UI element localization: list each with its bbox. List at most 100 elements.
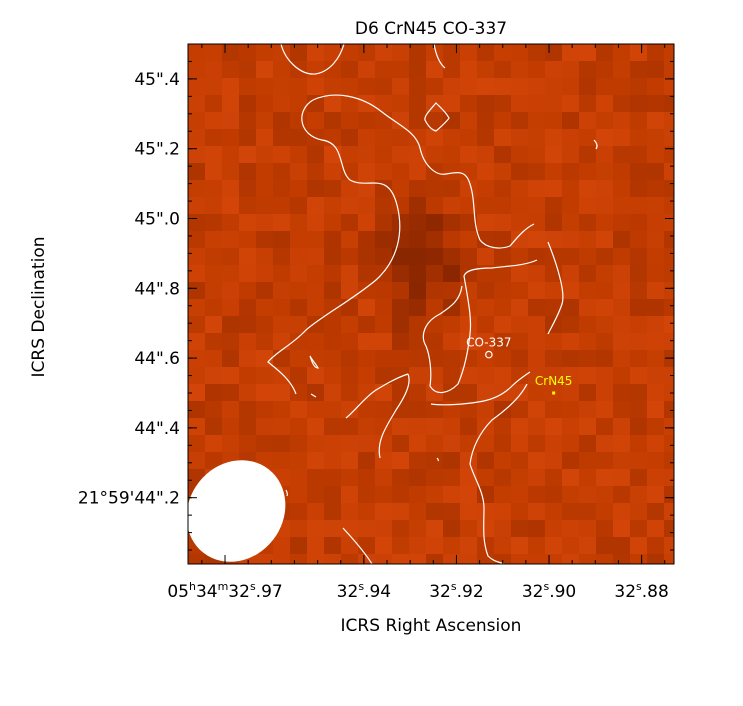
map-pixel	[443, 384, 460, 401]
map-pixel	[341, 299, 358, 316]
map-pixel	[222, 418, 239, 435]
map-pixel	[545, 520, 562, 537]
map-pixel	[562, 129, 579, 146]
map-pixel	[528, 180, 545, 197]
map-pixel	[664, 180, 674, 197]
map-pixel	[579, 435, 596, 452]
map-pixel	[443, 95, 460, 112]
map-pixel	[375, 367, 392, 384]
map-pixel	[341, 384, 358, 401]
map-pixel	[358, 503, 375, 520]
map-pixel	[647, 503, 664, 520]
map-pixel	[443, 418, 460, 435]
map-pixel	[579, 180, 596, 197]
x-tick-label: 05h34m32s.97	[167, 580, 282, 602]
map-pixel	[307, 265, 324, 282]
map-pixel	[409, 452, 426, 469]
map-pixel	[307, 112, 324, 129]
map-pixel	[630, 452, 647, 469]
map-pixel	[443, 435, 460, 452]
map-pixel	[256, 129, 273, 146]
map-pixel	[273, 401, 290, 418]
map-pixel	[409, 265, 426, 282]
map-pixel	[443, 486, 460, 503]
map-pixel	[630, 316, 647, 333]
map-pixel	[477, 112, 494, 129]
map-pixel	[392, 401, 409, 418]
map-pixel	[392, 503, 409, 520]
map-pixel	[664, 112, 674, 129]
map-pixel	[528, 367, 545, 384]
map-pixel	[392, 112, 409, 129]
map-pixel	[477, 520, 494, 537]
map-pixel	[596, 231, 613, 248]
map-pixel	[222, 95, 239, 112]
map-pixel	[273, 180, 290, 197]
map-pixel	[358, 265, 375, 282]
map-pixel	[426, 197, 443, 214]
map-pixel	[358, 163, 375, 180]
map-pixel	[273, 214, 290, 231]
map-pixel	[477, 163, 494, 180]
map-pixel	[409, 197, 426, 214]
map-pixel	[596, 44, 613, 61]
map-pixel	[324, 503, 341, 520]
map-pixel	[613, 231, 630, 248]
map-pixel	[290, 95, 307, 112]
map-pixel	[256, 401, 273, 418]
map-pixel	[494, 537, 511, 554]
y-tick-label: 44".4	[134, 419, 180, 439]
map-pixel	[358, 44, 375, 61]
map-pixel	[545, 214, 562, 231]
map-pixel	[256, 265, 273, 282]
map-pixel	[562, 520, 579, 537]
map-pixel	[290, 231, 307, 248]
map-pixel	[375, 316, 392, 333]
map-pixel	[205, 231, 222, 248]
map-pixel	[307, 197, 324, 214]
map-pixel	[664, 231, 674, 248]
map-pixel	[613, 452, 630, 469]
map-pixel	[324, 435, 341, 452]
map-pixel	[596, 486, 613, 503]
map-pixel	[256, 435, 273, 452]
map-pixel	[613, 503, 630, 520]
map-pixel	[290, 452, 307, 469]
map-pixel	[613, 554, 630, 564]
map-pixel	[528, 554, 545, 564]
map-pixel	[511, 486, 528, 503]
map-pixel	[664, 61, 674, 78]
map-pixel	[341, 248, 358, 265]
map-pixel	[256, 418, 273, 435]
map-pixel	[596, 537, 613, 554]
map-pixel	[528, 231, 545, 248]
y-axis: 21°59'44".2 44".4 44".6 44".8 45".0 45".2 45".…	[78, 43, 674, 551]
map-pixel	[256, 333, 273, 350]
map-pixel	[239, 282, 256, 299]
map-pixel	[273, 129, 290, 146]
map-pixel	[392, 78, 409, 95]
map-pixel	[205, 350, 222, 367]
map-pixel	[596, 163, 613, 180]
map-pixel	[647, 61, 664, 78]
map-pixel	[460, 350, 477, 367]
map-pixel	[358, 486, 375, 503]
map-pixel	[579, 112, 596, 129]
map-pixel	[205, 384, 222, 401]
map-pixel	[528, 452, 545, 469]
map-pixel	[239, 231, 256, 248]
map-pixel	[324, 282, 341, 299]
source-label: CO-337	[466, 336, 511, 350]
map-pixel	[426, 61, 443, 78]
map-pixel	[324, 180, 341, 197]
map-pixel	[477, 78, 494, 95]
map-pixel	[324, 350, 341, 367]
map-pixel	[358, 401, 375, 418]
map-pixel	[256, 299, 273, 316]
map-pixel	[188, 367, 205, 384]
map-pixel	[613, 112, 630, 129]
map-pixel	[477, 248, 494, 265]
map-pixel	[630, 367, 647, 384]
map-pixel	[511, 537, 528, 554]
map-pixel	[664, 316, 674, 333]
